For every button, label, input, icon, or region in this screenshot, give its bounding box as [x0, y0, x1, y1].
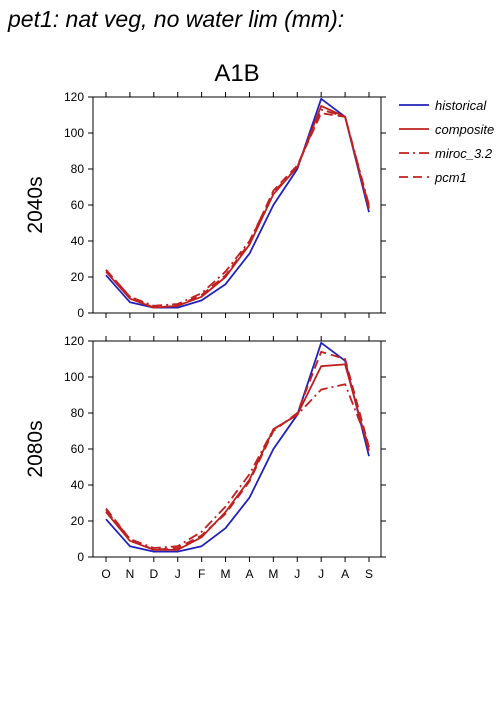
plot-frame-2080s: [92, 340, 382, 558]
x-tick-label: M: [268, 567, 278, 581]
plot-frame-2040s: [92, 96, 382, 314]
y-tick-label: 100: [64, 370, 84, 384]
y-tick-label: 60: [71, 442, 85, 456]
y-tick-label: 80: [71, 406, 85, 420]
y-tick-label: 40: [71, 478, 85, 492]
series-line-miroc_3.2-2040s: [105, 108, 370, 307]
scenario-title: A1B: [214, 60, 259, 87]
legend-label-pcm1: pcm1: [434, 170, 467, 185]
y-tick-label: 20: [71, 270, 85, 284]
y-tick-label: 120: [64, 334, 84, 348]
x-tick-label: M: [221, 567, 231, 581]
legend-label-historical: historical: [435, 98, 487, 113]
y-tick-label: 100: [64, 126, 84, 140]
row-label-2040s: 2040s: [24, 176, 47, 233]
x-tick-label: J: [175, 567, 181, 581]
x-tick-label: A: [341, 567, 349, 581]
series-line-pcm1-2080s: [105, 350, 370, 551]
legend-label-composite: composite: [435, 122, 494, 137]
series-line-composite-2080s: [105, 363, 370, 551]
y-tick-label: 0: [77, 550, 84, 564]
y-tick-label: 80: [71, 162, 85, 176]
x-tick-label: A: [245, 567, 253, 581]
x-tick-label: J: [318, 567, 324, 581]
series-line-historical-2080s: [105, 341, 370, 553]
x-tick-label: O: [101, 567, 110, 581]
x-tick-label: N: [126, 567, 135, 581]
x-tick-label: F: [198, 567, 205, 581]
y-tick-label: 40: [71, 234, 85, 248]
x-tick-label: D: [149, 567, 158, 581]
y-tick-label: 20: [71, 514, 85, 528]
x-tick-label: S: [365, 567, 373, 581]
x-tick-label: J: [294, 567, 300, 581]
y-tick-label: 60: [71, 198, 85, 212]
series-line-historical-2040s: [105, 97, 370, 309]
row-label-2080s: 2080s: [24, 420, 47, 477]
y-tick-label: 120: [64, 90, 84, 104]
y-tick-label: 0: [77, 306, 84, 320]
series-line-pcm1-2040s: [105, 112, 370, 309]
series-line-composite-2040s: [105, 105, 370, 309]
legend-label-miroc_3.2: miroc_3.2: [435, 146, 493, 161]
series-line-miroc_3.2-2080s: [105, 383, 370, 549]
figure-title: pet1: nat veg, no water lim (mm):: [8, 6, 345, 32]
